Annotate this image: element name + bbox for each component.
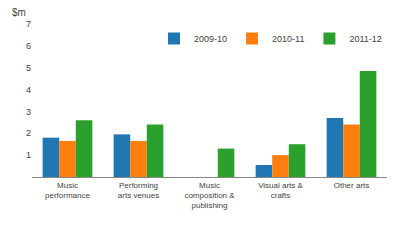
svg-text:Musiccomposition &publishing: Musiccomposition &publishing bbox=[184, 181, 235, 211]
svg-text:6: 6 bbox=[26, 41, 31, 51]
svg-text:Performingarts venues: Performingarts venues bbox=[118, 181, 159, 200]
svg-text:Musicperformance: Musicperformance bbox=[45, 181, 90, 200]
svg-text:Other arts: Other arts bbox=[334, 181, 370, 190]
svg-text:4: 4 bbox=[26, 85, 31, 95]
svg-text:7: 7 bbox=[26, 19, 31, 29]
svg-text:2010-11: 2010-11 bbox=[272, 34, 304, 44]
svg-text:5: 5 bbox=[26, 63, 31, 73]
svg-text:3: 3 bbox=[26, 107, 31, 117]
svg-text:Visual arts &crafts: Visual arts &crafts bbox=[258, 181, 303, 200]
svg-text:2011-12: 2011-12 bbox=[349, 34, 381, 44]
svg-text:2: 2 bbox=[26, 128, 31, 138]
svg-text:2009-10: 2009-10 bbox=[194, 34, 227, 44]
svg-text:$m: $m bbox=[12, 7, 26, 18]
svg-text:1: 1 bbox=[26, 150, 31, 160]
